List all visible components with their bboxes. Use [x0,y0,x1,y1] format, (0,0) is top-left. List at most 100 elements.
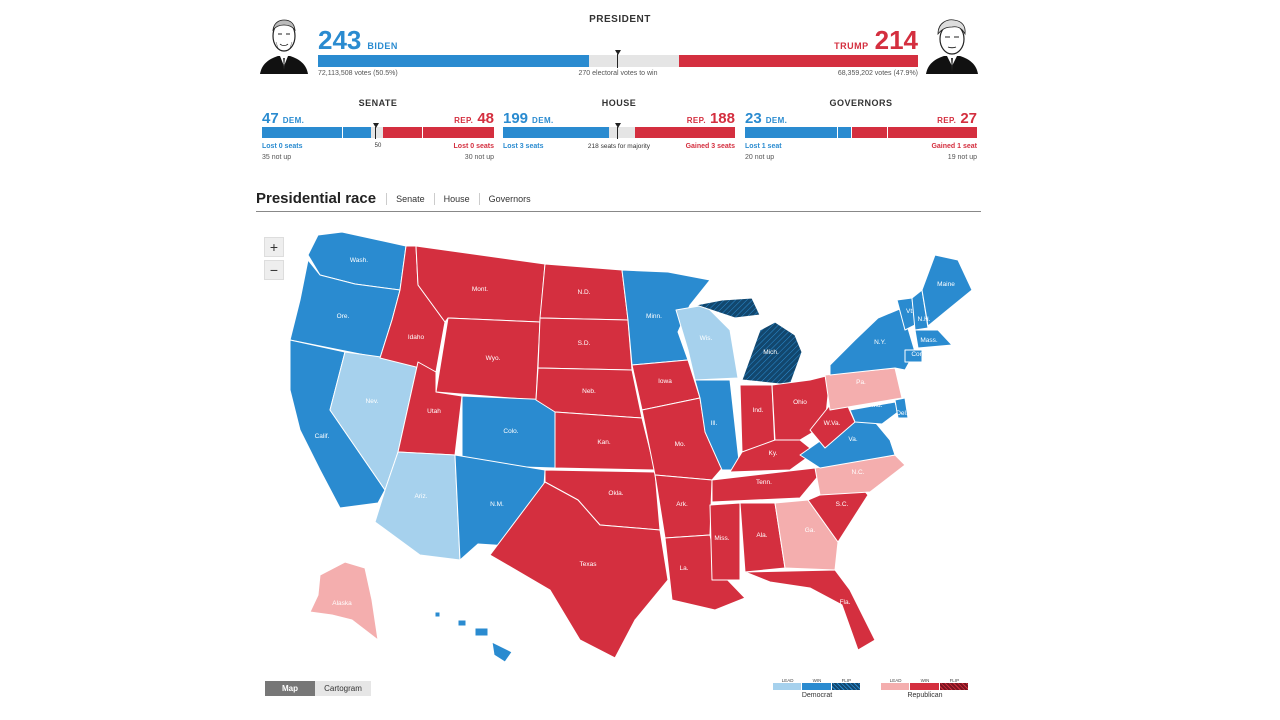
house-rep-count: 188 [709,110,735,127]
legend-dem-flip-label: FLIP [841,678,852,683]
senate-summary: SENATE 47 DEM. REP. 48 50 Lost 0 seats 3… [262,98,494,168]
governors-bar-divider [851,127,852,138]
state-la[interactable] [664,534,746,611]
tab-senate[interactable]: Senate [386,192,434,205]
view-toggle: Map Cartogram [265,681,371,696]
president-majority-label: 270 electoral votes to win [578,70,658,77]
state-texas[interactable] [489,481,669,659]
house-bar-dem [503,127,610,138]
legend-dem-win-label: WIN [812,678,822,683]
state-label-sc: S.C. [836,501,849,508]
state-label-conn: Conn. [911,351,929,358]
state-label-nc: N.C. [852,469,865,476]
state-miss[interactable] [709,502,741,581]
state-minn[interactable] [621,269,711,366]
legend-rep-flip-swatch [939,683,969,690]
trump-electoral-count: 214 [874,25,918,55]
state-label-mont: Mont. [472,286,488,293]
governors-rep-count: 27 [960,110,977,127]
state-label-sd: S.D. [578,340,591,347]
state-label-ny: N.Y. [874,339,886,346]
trump-total: TRUMP 214 [834,26,918,54]
senate-rep-count: 48 [477,110,494,127]
state-label-wash: Wash. [350,257,368,264]
state-fla[interactable] [744,569,876,651]
tab-governors[interactable]: Governors [478,192,540,205]
zoom-out-button[interactable]: − [264,260,284,280]
state-maine[interactable] [921,254,973,327]
zoom-in-button[interactable]: + [264,237,284,257]
tab-presidential-race[interactable]: Presidential race [256,190,377,207]
governors-bar [745,127,977,138]
state-ill[interactable] [694,379,741,471]
house-summary: HOUSE 199 DEM. REP. 188 218 seats for ma… [503,98,735,168]
senate-dem-count: 47 [262,110,279,127]
state-label-okla: Okla. [608,490,623,497]
senate-bar-dem [262,127,372,138]
senate-rep-not-up: 30 not up [464,154,494,161]
senate-dem-total: 47 DEM. [262,110,304,127]
state-label-mo: Mo. [675,441,686,448]
state-conn[interactable] [904,349,923,363]
legend-dem-name: Democrat [801,692,833,699]
cartogram-view-button[interactable]: Cartogram [315,681,371,696]
governors-rep-note: Gained 1 seat [931,143,977,150]
legend-rep-win-swatch [910,683,940,690]
state-mass[interactable] [914,329,953,349]
state-del[interactable] [894,397,909,419]
house-bar-rep [634,127,735,138]
state-label-mass: Mass. [920,337,938,344]
governors-bar-divider [887,127,888,138]
race-tabs: Presidential race Senate House Governors [256,186,981,212]
governors-dem-label: DEM. [765,116,788,125]
state-tenn[interactable] [711,461,831,503]
state-label-ill: Ill. [711,420,718,427]
state-label-mich: Mich. [763,349,779,356]
state-label-texas: Texas [580,561,598,568]
state-label-ark: Ark. [676,501,688,508]
state-label-tenn: Tenn. [756,479,772,486]
state-label-nh: N.H. [918,316,931,323]
state-label-nev: Nev. [366,398,379,405]
state-label-wis: Wis. [700,335,713,342]
state-alaska[interactable] [309,561,379,641]
legend-rep-flip-label: FLIP [949,678,960,683]
state-ga[interactable] [774,499,839,571]
legend-rep-lead-label: LEAD [889,678,902,683]
state-label-vt: Vt. [906,308,914,315]
trump-name: TRUMP [834,41,869,51]
state-label-va: Va. [848,436,857,443]
state-label-nd: N.D. [578,289,591,296]
state-md[interactable] [849,401,899,425]
biden-portrait-icon [260,19,308,74]
governors-dem-total: 23 DEM. [745,110,787,127]
governors-summary: GOVERNORS 23 DEM. REP. 27 Lost 1 seat 20… [745,98,977,168]
state-label-md: Md. [872,402,883,409]
house-dem-total: 199 DEM. [503,110,554,127]
tab-house[interactable]: House [433,192,479,205]
senate-bar-rep [382,127,494,138]
state-nh[interactable] [911,289,929,331]
state-label-ohio: Ohio [793,399,807,406]
state-label-kan: Kan. [597,439,611,446]
state-label-fla: Fla. [840,599,851,606]
house-rep-total: REP. 188 [687,110,735,127]
governors-dem-not-up: 20 not up [745,154,775,161]
governors-title: GOVERNORS [829,98,893,108]
governors-dem-note: Lost 1 seat [745,143,782,150]
state-label-alaska: Alaska [332,600,352,607]
house-majority-label: 218 seats for majority [587,143,651,150]
senate-title: SENATE [358,98,398,108]
state-label-ga: Ga. [805,527,816,534]
state-label-minn: Minn. [646,313,662,320]
legend-dem-lead-label: LEAD [781,678,794,683]
legend-dem-lead-swatch [773,683,803,690]
state-label-wyo: Wyo. [486,355,501,362]
legend-dem-flip-swatch [831,683,861,690]
senate-dem-not-up: 35 not up [262,154,292,161]
biden-popular-votes: 72,113,508 votes (50.5%) [318,70,398,77]
state-hawaii[interactable] [434,611,513,663]
map-view-button[interactable]: Map [265,681,315,696]
president-electoral-bar [318,55,918,67]
house-bar [503,127,735,138]
